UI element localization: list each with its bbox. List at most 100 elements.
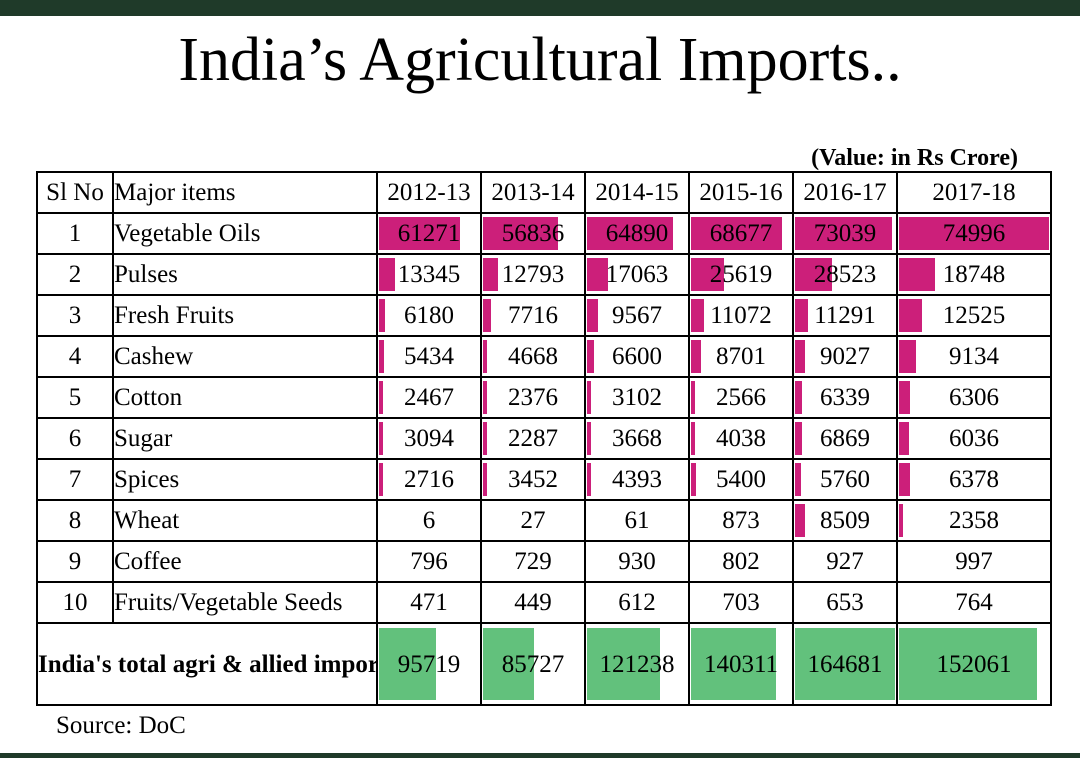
value-text: 2467	[404, 384, 454, 411]
value-bar	[795, 381, 802, 414]
value-cell: 9567	[584, 294, 690, 337]
row-item-name: Cashew	[112, 335, 378, 378]
top-decorative-bar	[0, 0, 1080, 16]
row-item-name: Fresh Fruits	[112, 294, 378, 337]
total-value-cell: 164681	[792, 622, 898, 706]
value-bar	[587, 340, 594, 373]
value-bar	[899, 504, 903, 537]
value-cell: 68677	[688, 212, 794, 255]
value-bar	[483, 381, 487, 414]
value-bar	[795, 258, 832, 291]
value-text: 64890	[605, 220, 669, 247]
value-text: 2716	[404, 466, 454, 493]
table-row: 6 Sugar 3094 2287 3668 4038 6869 6036	[36, 417, 1052, 460]
value-bar	[795, 504, 805, 537]
value-bar	[483, 258, 499, 291]
value-bar	[379, 381, 383, 414]
value-bar	[691, 258, 724, 291]
value-text: 2287	[508, 425, 558, 452]
value-text: 729	[514, 548, 552, 575]
total-value-cell: 140311	[688, 622, 794, 706]
value-cell: 11072	[688, 294, 794, 337]
value-cell: 4668	[480, 335, 586, 378]
value-cell: 3102	[584, 376, 690, 419]
value-cell: 5760	[792, 458, 898, 501]
total-row: India's total agri & allied import 95719 8…	[36, 622, 1052, 706]
row-item-name: Fruits/Vegetable Seeds	[112, 581, 378, 624]
total-value-bar	[379, 628, 437, 700]
value-cell: 653	[792, 581, 898, 624]
value-bar	[587, 299, 598, 332]
value-cell: 9134	[896, 335, 1052, 378]
value-cell: 6036	[896, 417, 1052, 460]
value-text: 18748	[942, 261, 1006, 288]
total-value-cell: 95719	[376, 622, 482, 706]
table-row: 4 Cashew 5434 4668 6600 8701 9027 9134	[36, 335, 1052, 378]
value-bar	[587, 422, 591, 455]
value-bar	[795, 422, 803, 455]
value-cell: 703	[688, 581, 794, 624]
value-cell: 927	[792, 540, 898, 583]
value-text: 7716	[508, 302, 558, 329]
value-cell: 8701	[688, 335, 794, 378]
value-cell: 73039	[792, 212, 898, 255]
value-bar	[587, 217, 674, 250]
value-text: 12793	[501, 261, 565, 288]
value-bar	[587, 258, 609, 291]
value-bar	[483, 422, 487, 455]
value-text: 73039	[813, 220, 877, 247]
total-value-cell: 85727	[480, 622, 586, 706]
value-text: 25619	[709, 261, 773, 288]
value-bar	[899, 381, 910, 414]
value-text: 449	[514, 589, 552, 616]
value-text: 6600	[612, 343, 662, 370]
value-cell: 25619	[688, 253, 794, 296]
row-item-name: Sugar	[112, 417, 378, 460]
value-cell: 3668	[584, 417, 690, 460]
value-cell: 64890	[584, 212, 690, 255]
total-value-text: 140311	[703, 650, 779, 678]
value-cell: 6339	[792, 376, 898, 419]
value-text: 6339	[820, 384, 870, 411]
row-sl-no: 7	[36, 458, 114, 501]
value-text: 9567	[612, 302, 662, 329]
value-bar	[691, 299, 705, 332]
value-cell: 17063	[584, 253, 690, 296]
row-sl-no: 2	[36, 253, 114, 296]
total-value-bar	[899, 628, 1038, 700]
value-text: 8509	[820, 507, 870, 534]
value-bar	[691, 422, 695, 455]
value-cell: 764	[896, 581, 1052, 624]
value-cell: 28523	[792, 253, 898, 296]
value-bar	[587, 381, 591, 414]
header-year: 2014-15	[584, 171, 690, 214]
value-cell: 6600	[584, 335, 690, 378]
header-year: 2013-14	[480, 171, 586, 214]
table-row: 2 Pulses 13345 12793 17063 25619 28523 18748	[36, 253, 1052, 296]
imports-table: Sl No Major items 2012-13 2013-14 2014-1…	[36, 171, 1052, 706]
value-bar	[379, 463, 383, 496]
value-text: 796	[410, 548, 448, 575]
value-text: 653	[826, 589, 864, 616]
value-bar	[899, 422, 910, 455]
total-value-text: 152061	[936, 650, 1012, 678]
value-cell: 4038	[688, 417, 794, 460]
value-cell: 11291	[792, 294, 898, 337]
total-label: India's total agri & allied import	[36, 622, 378, 706]
row-sl-no: 4	[36, 335, 114, 378]
value-text: 3452	[508, 466, 558, 493]
value-cell: 9027	[792, 335, 898, 378]
row-item-name: Cotton	[112, 376, 378, 419]
value-text: 5400	[716, 466, 766, 493]
value-bar	[899, 217, 1049, 250]
value-text: 74996	[942, 220, 1006, 247]
value-text: 997	[955, 548, 993, 575]
value-text: 28523	[813, 261, 877, 288]
page-title: India’s Agricultural Imports..	[178, 26, 902, 94]
value-bar	[379, 340, 385, 373]
value-text: 802	[722, 548, 760, 575]
value-cell: 796	[376, 540, 482, 583]
total-value-bar	[483, 628, 535, 700]
header-year: 2016-17	[792, 171, 898, 214]
value-text: 471	[410, 589, 448, 616]
